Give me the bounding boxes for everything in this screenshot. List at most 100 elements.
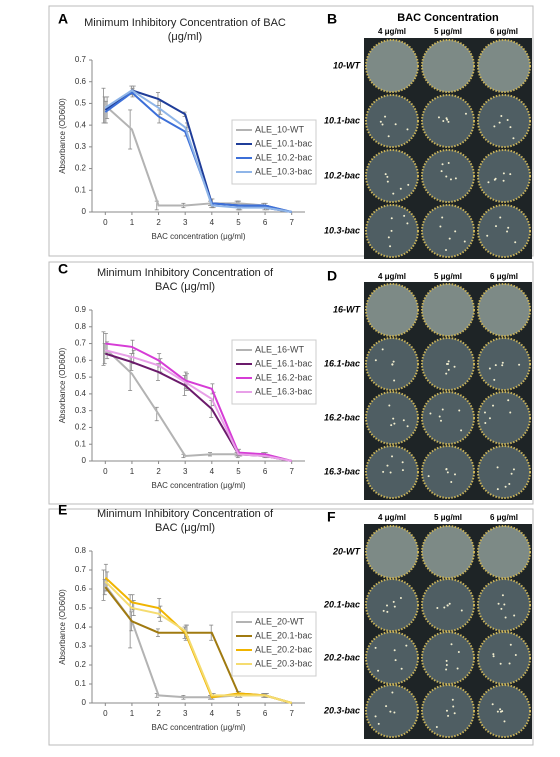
row-label: 20.2-bac — [323, 652, 360, 662]
y-tick-label: 0.4 — [75, 622, 87, 631]
colony — [393, 649, 396, 652]
column-label: 5 μg/ml — [434, 513, 462, 522]
colony — [441, 408, 444, 411]
colony — [491, 703, 494, 706]
petri-dish — [477, 525, 531, 579]
colony — [500, 607, 503, 610]
legend-label: ALE_10.1-bac — [255, 138, 313, 148]
panel-frame — [48, 261, 534, 505]
colony — [445, 709, 448, 712]
chart-title: BAC (μg/ml) — [155, 281, 215, 293]
colony — [391, 455, 394, 458]
x-tick-label: 7 — [289, 467, 294, 476]
colony — [499, 216, 502, 219]
row-label: 20.3-bac — [323, 705, 360, 715]
colony — [494, 177, 497, 180]
legend-label: ALE_20.1-bac — [255, 630, 313, 640]
colony — [512, 468, 515, 471]
colony — [447, 120, 450, 123]
legend-label: ALE_16.1-bac — [255, 358, 313, 368]
colony — [448, 602, 451, 605]
colony — [452, 705, 455, 708]
y-tick-label: 0.8 — [75, 546, 87, 555]
x-tick-label: 5 — [236, 709, 241, 718]
colony — [382, 470, 385, 473]
x-tick-label: 1 — [130, 709, 135, 718]
colony — [393, 711, 396, 714]
petri-dish — [365, 445, 419, 499]
colony — [492, 655, 495, 658]
chart-title: Minimum Inhibitory Concentration of — [97, 267, 274, 279]
column-label: 4 μg/ml — [378, 272, 406, 281]
chart-title: Minimum Inhibitory Concentration of BAC — [84, 17, 286, 29]
colony — [507, 226, 510, 229]
colony — [513, 614, 516, 617]
x-tick-label: 4 — [210, 709, 215, 718]
y-tick-label: 0.3 — [75, 641, 87, 650]
colony — [504, 616, 507, 619]
y-tick-label: 0.6 — [75, 77, 87, 86]
petri-dish — [365, 39, 419, 93]
y-tick-label: 0.2 — [75, 164, 87, 173]
petri-dish — [365, 94, 419, 148]
colony — [457, 651, 460, 654]
column-label: 5 μg/ml — [434, 27, 462, 36]
colony — [446, 471, 449, 474]
colony — [445, 467, 448, 470]
petri-dish — [421, 94, 475, 148]
y-tick-label: 0.5 — [75, 603, 87, 612]
colony — [382, 609, 385, 612]
petri-dish — [421, 391, 475, 445]
colony — [446, 604, 449, 607]
colony — [445, 372, 448, 375]
petri-dish — [477, 204, 531, 258]
legend-label: ALE_20-WT — [255, 616, 305, 626]
colony — [393, 379, 396, 382]
colony — [403, 214, 406, 217]
colony — [453, 365, 456, 368]
colony — [464, 112, 467, 115]
y-tick-label: 0.3 — [75, 406, 87, 415]
colony — [389, 471, 392, 474]
colony — [488, 417, 491, 420]
series-line — [105, 349, 292, 462]
colony — [390, 217, 393, 220]
legend-label: ALE_16.2-bac — [255, 372, 313, 382]
petri-dish — [365, 631, 419, 685]
colony — [394, 123, 397, 126]
panel-letter: D — [327, 268, 337, 284]
colony — [384, 115, 387, 118]
colony — [496, 488, 499, 491]
colony — [386, 464, 389, 467]
colony — [386, 610, 389, 613]
panel-letter: B — [327, 11, 337, 27]
y-tick-label: 0.5 — [75, 372, 87, 381]
colony — [407, 183, 410, 186]
colony — [493, 378, 496, 381]
x-tick-label: 6 — [263, 709, 268, 718]
y-tick-label: 0.2 — [75, 660, 87, 669]
panel-frame — [48, 5, 534, 257]
colony — [435, 726, 438, 729]
colony — [454, 230, 457, 233]
colony — [509, 643, 512, 646]
y-axis-label: Absorbance (OD600) — [58, 98, 67, 174]
colony — [386, 175, 389, 178]
colony — [499, 662, 502, 665]
colony — [441, 163, 444, 166]
x-tick-label: 5 — [236, 218, 241, 227]
colony — [514, 654, 517, 657]
petri-dish — [365, 149, 419, 203]
colony — [488, 367, 491, 370]
legend-label: ALE_10.3-bac — [255, 166, 313, 176]
column-label: 6 μg/ml — [490, 513, 518, 522]
colony — [501, 364, 504, 367]
colony — [492, 404, 495, 407]
colony — [510, 472, 513, 475]
colony — [391, 363, 394, 366]
row-label: 20.1-bac — [323, 599, 360, 609]
y-tick-label: 0 — [82, 698, 87, 707]
colony — [499, 708, 502, 711]
petri-dish — [477, 94, 531, 148]
petri-dish — [477, 684, 531, 738]
